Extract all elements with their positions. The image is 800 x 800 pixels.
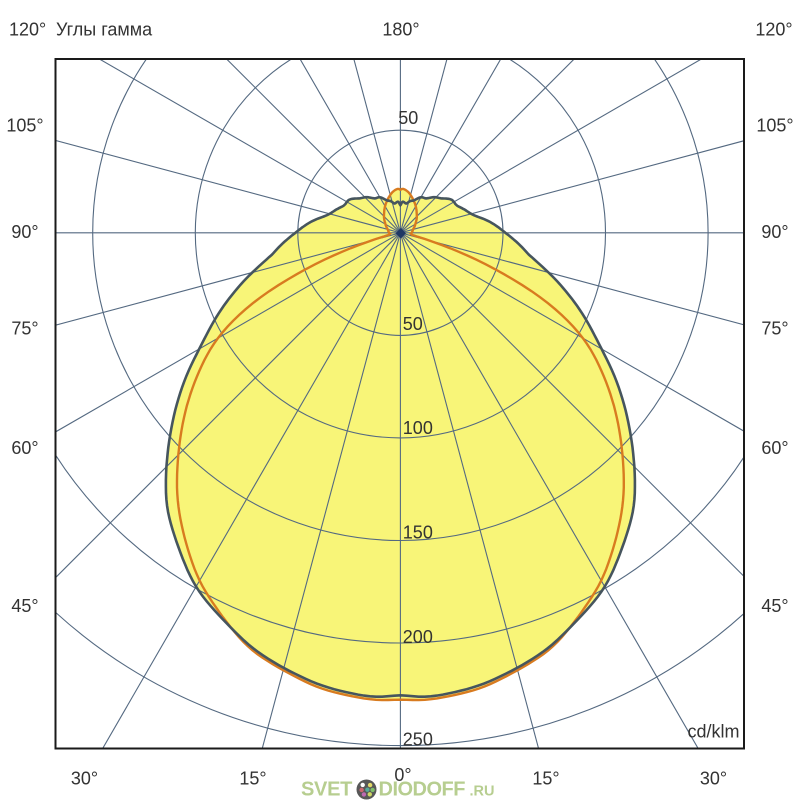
svg-text:50: 50 (398, 108, 418, 128)
svg-text:60°: 60° (11, 438, 38, 458)
svg-text:90°: 90° (761, 222, 788, 242)
svg-text:DIODOFF: DIODOFF (379, 779, 466, 800)
svg-text:75°: 75° (761, 319, 788, 339)
svg-text:90°: 90° (11, 222, 38, 242)
svg-text:15°: 15° (239, 769, 266, 789)
svg-text:30°: 30° (700, 769, 727, 789)
svg-text:120°: 120° (9, 20, 46, 40)
svg-text:15°: 15° (532, 769, 559, 789)
svg-text:30°: 30° (71, 769, 98, 789)
svg-text:0°: 0° (394, 765, 411, 785)
svg-text:45°: 45° (761, 596, 788, 616)
svg-text:75°: 75° (11, 319, 38, 339)
svg-text:105°: 105° (756, 116, 793, 136)
svg-text:150: 150 (403, 523, 433, 543)
svg-text:200: 200 (403, 627, 433, 647)
svg-text:cd/klm: cd/klm (687, 722, 739, 742)
svg-text:50: 50 (403, 314, 423, 334)
svg-text:100: 100 (403, 418, 433, 438)
svg-text:180°: 180° (382, 20, 419, 40)
svg-text:120°: 120° (755, 20, 792, 40)
svg-text:SVET: SVET (301, 779, 352, 800)
svg-text:.RU: .RU (470, 784, 495, 800)
svg-text:45°: 45° (11, 596, 38, 616)
svg-text:Углы гамма: Углы гамма (56, 20, 153, 40)
svg-text:60°: 60° (761, 438, 788, 458)
svg-text:105°: 105° (6, 116, 43, 136)
svg-text:250: 250 (403, 729, 433, 749)
